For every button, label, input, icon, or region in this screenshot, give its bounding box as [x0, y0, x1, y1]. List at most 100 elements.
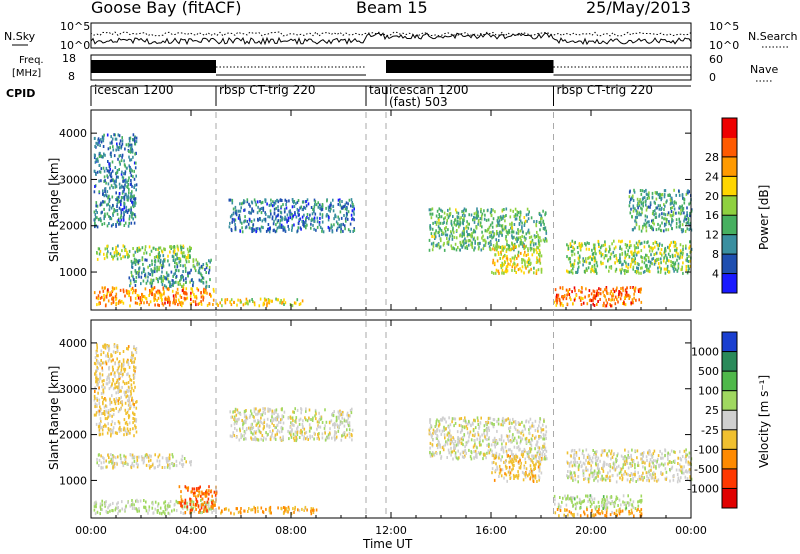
power-cell	[170, 245, 172, 249]
velocity-cell	[304, 505, 307, 509]
power-cell	[259, 228, 262, 232]
power-cell	[125, 248, 127, 252]
velocity-cell	[263, 425, 265, 428]
power-cell	[492, 244, 495, 248]
power-cell	[196, 263, 199, 267]
velocity-cell	[103, 361, 105, 365]
power-cell	[327, 218, 330, 222]
power-cell	[624, 256, 626, 260]
velocity-cell	[321, 421, 324, 424]
velocity-cell	[133, 507, 136, 510]
power-cell	[210, 294, 212, 298]
velocity-cell	[339, 409, 341, 413]
velocity-cell	[100, 466, 102, 470]
power-cell	[504, 261, 506, 265]
power-cell	[430, 216, 433, 220]
power-cell	[352, 202, 354, 206]
velocity-cell	[510, 452, 513, 456]
power-cell	[310, 222, 312, 226]
velocity-cell	[243, 509, 245, 513]
power-cell	[106, 190, 109, 194]
power-cell	[503, 208, 505, 211]
velocity-cell	[192, 503, 195, 507]
power-cell	[533, 248, 535, 252]
velocity-cell	[308, 423, 311, 427]
power-cell	[639, 266, 642, 270]
power-cell	[129, 281, 132, 285]
velocity-cell	[141, 458, 143, 462]
power-cell	[99, 249, 102, 253]
power-cell	[656, 206, 658, 210]
velocity-cell	[495, 443, 498, 446]
power-cell	[122, 185, 124, 189]
velocity-cell	[99, 409, 102, 413]
power-cell	[237, 298, 239, 302]
power-cell	[353, 212, 355, 216]
power-cell	[114, 166, 117, 169]
power-cell	[310, 206, 313, 209]
velocity-cell	[501, 419, 504, 423]
power-cell	[609, 255, 612, 259]
velocity-cell	[315, 508, 318, 512]
velocity-cell	[112, 461, 115, 465]
power-cell	[523, 244, 525, 248]
velocity-cell	[431, 443, 434, 447]
velocity-cell	[318, 420, 320, 424]
power-cell	[325, 206, 327, 210]
power-cell	[321, 207, 324, 211]
power-cell	[475, 214, 478, 218]
power-cell	[129, 143, 131, 147]
velocity-cell	[127, 345, 130, 349]
power-cell	[677, 264, 680, 268]
power-cell	[206, 263, 209, 267]
power-cell	[115, 223, 117, 226]
power-cell	[637, 246, 639, 250]
velocity-cell	[122, 428, 125, 432]
velocity-cell	[310, 509, 312, 513]
velocity-cell	[253, 430, 256, 434]
power-cell	[116, 169, 119, 172]
power-cell	[193, 295, 196, 299]
power-cell	[187, 253, 189, 257]
power-cell	[499, 215, 502, 219]
power-cell	[524, 263, 526, 267]
power-cell	[279, 225, 281, 229]
velocity-cell	[128, 386, 131, 390]
power-cell	[680, 208, 682, 212]
power-cell	[163, 284, 166, 288]
power-cell	[519, 216, 521, 219]
power-cell	[473, 248, 475, 252]
power-cell	[228, 225, 231, 229]
power-cell	[134, 250, 137, 254]
power-cell	[169, 282, 171, 286]
velocity-cell	[114, 362, 116, 366]
power-cell	[598, 249, 601, 253]
velocity-cell	[142, 461, 145, 465]
power-cell	[293, 205, 296, 208]
velocity-cell	[195, 487, 198, 491]
power-cell	[585, 267, 588, 271]
power-cell	[122, 216, 125, 219]
power-cell	[234, 227, 237, 230]
power-cell	[142, 262, 144, 266]
power-cell	[132, 175, 134, 179]
velocity-cell	[545, 449, 548, 453]
power-cell	[96, 257, 99, 261]
velocity-cell	[102, 398, 105, 402]
velocity-cell	[255, 429, 258, 433]
velocity-cell	[282, 435, 284, 439]
velocity-cell	[125, 381, 128, 385]
power-cell	[584, 295, 586, 299]
power-cell	[187, 250, 190, 254]
velocity-cell	[120, 389, 122, 393]
power-cell	[151, 262, 153, 266]
power-cell	[572, 265, 575, 268]
power-cell	[640, 271, 642, 275]
velocity-cell	[133, 455, 136, 459]
velocity-cell	[528, 428, 530, 432]
power-cell	[268, 227, 271, 231]
velocity-cell	[287, 510, 289, 514]
power-cell	[182, 286, 184, 290]
power-cell	[467, 233, 469, 236]
power-cell	[136, 260, 138, 263]
